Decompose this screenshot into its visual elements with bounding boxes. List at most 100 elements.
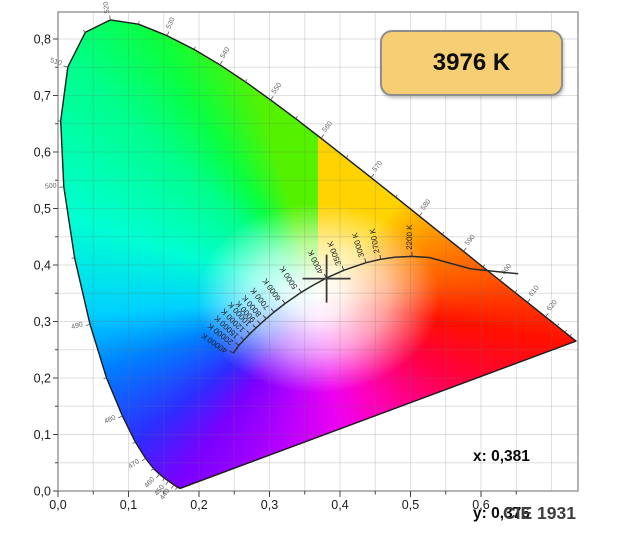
y-axis-tick-label: 0,5 xyxy=(34,202,51,216)
y-axis-tick-label: 0,4 xyxy=(34,259,51,273)
wavelength-label: 540 xyxy=(219,46,231,60)
y-coordinate-value: y: 0,376 xyxy=(473,505,530,522)
wavelength-tick xyxy=(82,29,86,33)
xy-coordinate-readout: x: 0,381 y: 0,376 xyxy=(473,409,530,550)
wavelength-tick xyxy=(418,212,423,217)
wavelength-tick xyxy=(132,441,136,444)
wavelength-tick xyxy=(141,457,146,462)
wavelength-tick xyxy=(370,173,375,178)
wavelength-label: 470 xyxy=(127,458,141,470)
wavelength-tick xyxy=(175,486,178,490)
temperature-tick xyxy=(240,336,245,341)
wavelength-label: 570 xyxy=(371,160,384,174)
planckian-locus xyxy=(232,255,519,354)
y-axis-tick-label: 0,8 xyxy=(34,33,51,47)
x-axis-tick-label: 0,4 xyxy=(331,498,348,512)
temperature-tick xyxy=(282,299,286,304)
wavelength-tick xyxy=(245,79,248,83)
wavelength-tick xyxy=(59,186,64,188)
wavelength-tick xyxy=(165,480,169,485)
x-axis-tick-label: 0,6 xyxy=(472,498,489,512)
wavelength-tick xyxy=(345,155,349,159)
temperature-label: 3500 K xyxy=(325,239,343,267)
y-axis-tick-label: 0,1 xyxy=(34,428,51,442)
wavelength-tick xyxy=(166,31,170,36)
wavelength-tick xyxy=(151,468,154,471)
wavelength-tick xyxy=(156,473,160,478)
wavelength-tick xyxy=(395,194,398,198)
temperature-tick xyxy=(262,315,267,320)
diagram-name-label: CIE 1931 xyxy=(503,503,576,523)
x-axis-tick-label: 0,1 xyxy=(120,498,137,512)
wavelength-label: 560 xyxy=(321,120,334,134)
wavelength-tick xyxy=(569,333,573,337)
wavelength-tick xyxy=(71,257,75,259)
wavelength-tick xyxy=(320,134,325,139)
wavelength-label: 530 xyxy=(165,17,176,31)
wavelength-tick xyxy=(118,415,123,419)
x-coordinate-value: x: 0,381 xyxy=(473,448,530,465)
wavelength-tick xyxy=(138,21,140,25)
marker-cross xyxy=(302,254,351,303)
wavelength-tick xyxy=(556,323,560,327)
wavelength-tick xyxy=(527,298,531,303)
wavelength-tick xyxy=(85,323,91,326)
plot-frame xyxy=(57,11,579,492)
wavelength-tick xyxy=(193,46,196,50)
wavelength-tick xyxy=(109,15,111,20)
cct-kelvin-badge: 3976 K xyxy=(380,30,563,96)
y-axis-tick-label: 0,7 xyxy=(34,89,51,103)
wavelength-tick xyxy=(295,116,298,119)
wavelength-label: 550 xyxy=(271,82,284,96)
wavelength-tick xyxy=(103,377,107,379)
wavelength-tick xyxy=(564,329,568,333)
temperature-label: 4000 K xyxy=(306,248,325,275)
temperature-tick xyxy=(229,350,234,354)
wavelength-label: 620 xyxy=(546,299,559,313)
wavelength-label: 610 xyxy=(528,284,541,298)
wavelength-tick xyxy=(545,313,549,318)
wavelength-label: 480 xyxy=(103,414,117,425)
cct-kelvin-value: 3976 K xyxy=(432,49,511,76)
y-axis-tick-label: 0,6 xyxy=(34,146,51,160)
wavelength-label: 460 xyxy=(143,476,156,489)
wavelength-tick xyxy=(441,231,445,235)
grid-lines xyxy=(58,12,578,491)
temperature-tick xyxy=(341,265,345,271)
temperature-tick xyxy=(246,330,251,335)
temperature-label: 2700 K xyxy=(368,227,382,254)
wavelength-tick xyxy=(170,484,175,489)
x-axis-tick-label: 0,2 xyxy=(190,498,207,512)
wavelength-tick xyxy=(499,276,504,281)
y-axis-tick-label: 0,3 xyxy=(34,315,51,329)
y-axis-tick-label: 0,2 xyxy=(34,372,51,386)
temperature-tick xyxy=(364,258,367,263)
wavelength-label: 590 xyxy=(464,234,477,248)
x-axis-tick-label: 0,3 xyxy=(261,498,278,512)
wavelength-label: 520 xyxy=(103,1,112,14)
temperature-label: 5000 K xyxy=(278,264,300,291)
temperature-tick xyxy=(235,342,240,346)
temperature-tick xyxy=(252,324,257,329)
temperature-label: 2200 K xyxy=(405,224,414,250)
wavelength-label: 580 xyxy=(420,198,433,212)
wavelength-label: 500 xyxy=(45,183,57,191)
temperature-tick xyxy=(256,320,261,325)
temperature-tick xyxy=(298,288,302,293)
wavelength-label: 510 xyxy=(49,57,62,67)
y-axis-tick-label: 0,0 xyxy=(34,485,51,499)
wavelength-tick xyxy=(463,247,467,252)
wavelength-tick xyxy=(270,95,274,101)
axes: 0,0 0,1 0,2 0,3 0,4 0,5 0,6 0,7 0,8 0,0 0,1 0,2 0,3 0… xyxy=(34,33,517,512)
wavelength-tick xyxy=(63,65,68,68)
wavelength-label: 490 xyxy=(71,321,84,331)
temperature-tick xyxy=(270,308,275,313)
wavelength-tick xyxy=(219,60,223,66)
temperature-label: 3000 K xyxy=(350,231,366,259)
wavelength-tick xyxy=(482,264,486,268)
wavelength-tick xyxy=(162,477,165,481)
temperature-tick xyxy=(379,254,382,260)
x-axis-tick-label: 0,5 xyxy=(402,498,419,512)
